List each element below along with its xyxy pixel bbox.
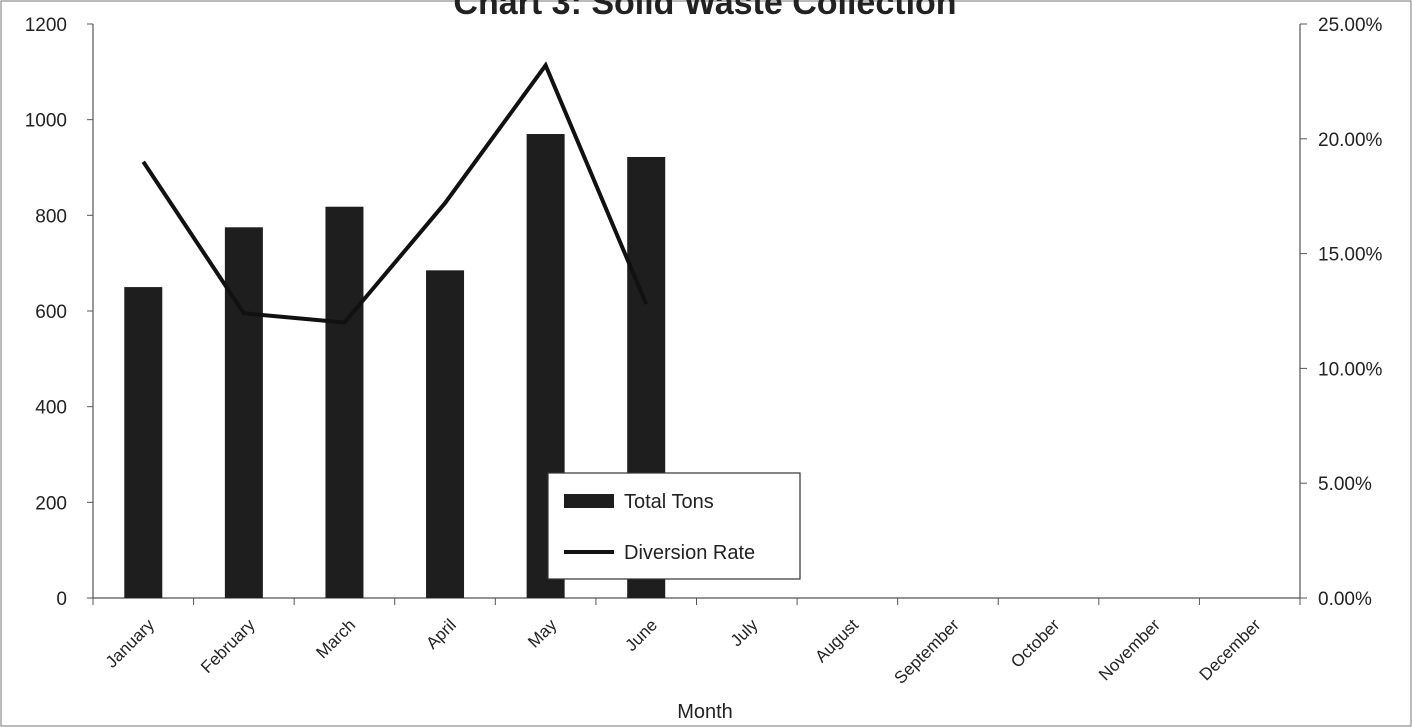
- left-tick-label: 0: [56, 589, 67, 610]
- right-tick-label: 0.00%: [1318, 589, 1372, 610]
- right-tick-label: 20.00%: [1318, 130, 1383, 151]
- legend-swatch-total-tons: [564, 494, 614, 508]
- bar-total-tons: [325, 206, 364, 598]
- line-diversion-rate: [141, 61, 649, 325]
- bar-total-tons: [124, 287, 163, 598]
- legend-box: [547, 472, 801, 580]
- chart-title: Chart 3: Solid Waste Collection: [453, 0, 956, 22]
- right-tick-label: 5.00%: [1318, 474, 1372, 495]
- x-axis-title: Month: [677, 701, 733, 723]
- right-tick-label: 15.00%: [1318, 245, 1383, 266]
- left-tick-label: 1200: [25, 15, 67, 36]
- bar-total-tons: [224, 227, 263, 598]
- left-tick-label: 400: [35, 398, 67, 419]
- legend: Total Tons Diversion Rate: [547, 472, 801, 580]
- left-tick-label: 1000: [25, 111, 67, 132]
- bar-total-tons: [426, 270, 465, 598]
- right-tick-label: 25.00%: [1318, 15, 1383, 36]
- legend-label-diversion-rate: Diversion Rate: [624, 542, 755, 564]
- legend-label-total-tons: Total Tons: [624, 491, 714, 513]
- left-tick-label: 800: [35, 206, 67, 227]
- left-tick-label: 600: [35, 302, 67, 323]
- left-tick-label: 200: [35, 493, 67, 514]
- right-tick-label: 10.00%: [1318, 359, 1383, 380]
